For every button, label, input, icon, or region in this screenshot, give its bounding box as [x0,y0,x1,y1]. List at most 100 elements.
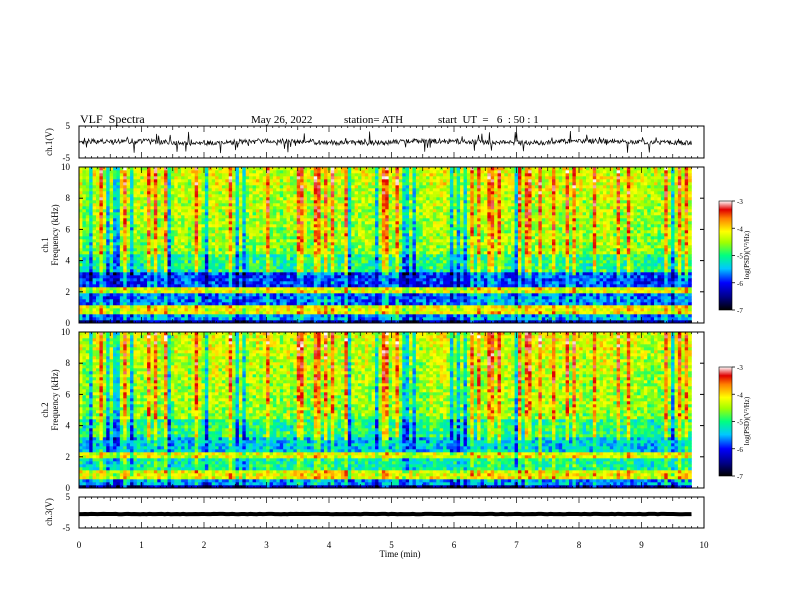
spectrogram-cell [140,251,144,255]
spectrogram-cell [252,242,257,246]
spectrogram-cell [664,278,668,282]
spectrogram-cell [252,251,257,255]
spectrogram-cell [463,263,468,267]
spectrogram-cell [259,248,264,252]
spectrogram-cell [109,275,114,279]
spectrogram-cell [96,248,100,252]
spectrogram-cell [528,299,532,303]
spectrogram-cell [341,305,345,309]
spectrogram-cell [534,275,539,279]
spectrogram-cell [289,314,294,318]
spectrogram-cell [317,305,321,309]
spectrogram-cell [201,281,206,285]
spectrogram-cell [511,305,515,309]
spectrogram-cell [688,254,692,258]
spectrogram-cell [157,308,161,312]
spectrogram-cell [262,308,267,312]
spectrogram-cell [592,257,597,261]
spectrogram-cell [555,284,560,288]
spectrogram-cell [637,251,641,255]
spectrogram-cell [330,254,335,258]
spectrogram-cell [426,239,430,243]
spectrogram-cell [208,299,213,303]
spectrogram-cell [300,269,304,273]
spectrogram-cell [466,311,471,315]
spectrogram-cell [579,317,583,321]
spectrogram-cell [300,299,304,303]
spectrogram-cell [296,305,301,309]
spectrogram-cell [354,296,359,300]
spectrogram-cell [351,269,355,273]
spectrogram-cell [667,263,672,267]
spectrogram-cell [398,281,403,285]
spectrogram-cell [524,245,529,249]
spectrogram-cell [657,275,662,279]
spectrogram-cell [116,302,121,306]
spectrogram-cell [354,245,359,249]
spectrogram-cell [633,263,638,267]
spectrogram-cell [153,311,158,315]
spectrogram-cell [514,302,519,306]
spectrogram-cell [623,260,628,264]
spectrogram-cell [487,314,492,318]
spectrogram-cell [463,302,468,306]
spectrogram-cell [592,251,597,255]
spectrogram-cell [102,293,107,297]
spectrogram-cell [637,257,641,261]
spectrogram-cell [324,269,328,273]
spectrogram-cell [466,290,471,294]
spectrogram-cell [368,320,372,324]
spectrogram-cell [419,302,423,306]
spectrogram-cell [575,257,580,261]
spectrogram-cell [82,275,87,279]
spectrogram-cell [385,239,389,243]
spectrogram-cell [415,308,420,312]
spectrogram-cell [460,308,464,312]
spectrogram-cell [388,257,393,261]
spectrogram-cell [473,293,478,297]
spectrogram-cell [341,290,345,294]
spectrogram-cell [460,260,464,264]
spectrogram-cell [201,311,206,315]
spectrogram-cell [511,311,515,315]
spectrogram-cell [228,296,233,300]
spectrogram-cell [688,269,692,273]
spectrogram-cell [354,272,359,276]
spectrogram-cell [85,302,90,306]
spectrogram-cell [327,293,332,297]
spectrogram-cell [136,296,141,300]
spectrogram-cell [562,242,566,246]
spectrogram-cell [616,263,621,267]
spectrogram-cell [191,257,195,261]
spectrogram-cell [688,302,692,306]
spectrogram-cell [133,290,138,294]
spectrogram-cell [221,278,226,282]
spectrogram-cell [439,305,444,309]
spectrogram-cell [456,260,461,264]
spectrogram-cell [395,284,400,288]
spectrogram-cell [181,305,185,309]
spectrogram-cell [327,311,332,315]
spectrogram-cell [259,314,264,318]
spectrogram-cell [643,290,648,294]
spectrogram-cell [623,242,628,246]
spectrogram-cell [106,299,110,303]
spectrogram-cell [361,314,366,318]
spectrogram-cell [167,275,172,279]
spectrogram-cell [582,281,587,285]
spectrogram-cell [375,275,379,279]
spectrogram-cell [463,320,468,324]
spectrogram-cell [85,290,90,294]
spectrogram-cell [133,266,138,270]
spectrogram-cell [674,254,679,258]
spectrogram-cell [419,320,423,324]
spectrogram-cell [657,311,662,315]
spectrogram-cell [439,275,444,279]
spectrogram-cell [358,269,362,273]
spectrogram-cell [647,308,651,312]
spectrogram-cell [272,308,277,312]
spectrogram-cell [300,314,304,318]
spectrogram-cell [671,281,675,285]
spectrogram-cell [341,254,345,258]
spectrogram-cell [392,311,396,315]
